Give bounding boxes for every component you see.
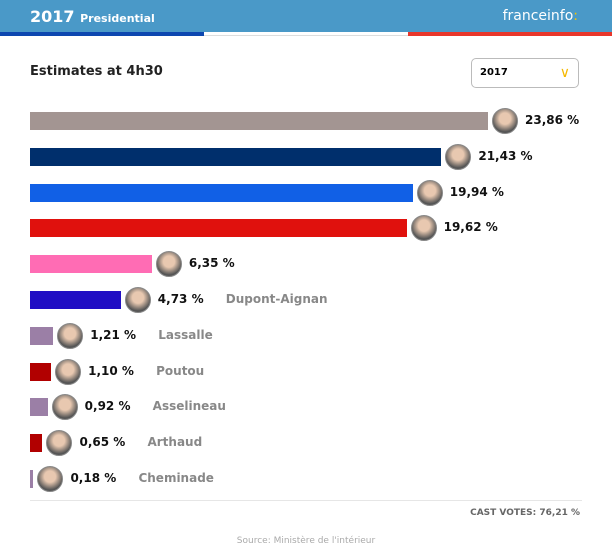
value-label: 23,86 %	[525, 113, 580, 127]
value-label: 0,92 %	[84, 399, 131, 414]
candidate-name: Lassalle	[158, 327, 213, 342]
bar[interactable]	[30, 362, 52, 381]
candidate-name: Asselineau	[152, 399, 226, 414]
tricolor-blue	[0, 32, 204, 36]
value-label: 1,10 %	[88, 363, 134, 378]
value-label: 4,73 %	[157, 292, 204, 306]
candidate-avatar	[55, 358, 82, 385]
candidate-avatar	[416, 179, 443, 206]
bar[interactable]	[30, 255, 152, 274]
bar[interactable]	[30, 112, 488, 130]
bar[interactable]	[30, 291, 121, 309]
candidate-name: Poutou	[156, 363, 205, 378]
franceinfo-logo[interactable]: franceinfo:	[502, 8, 578, 24]
page-title: 2017 Presidential	[30, 7, 155, 26]
value-label: 19,62 %	[443, 220, 498, 235]
estimates-heading: Estimates at 4h30	[30, 64, 163, 79]
value-label: 0,65 %	[79, 435, 126, 450]
candidate-avatar	[410, 215, 437, 242]
header-bar: 2017 Presidential franceinfo:	[0, 0, 612, 32]
year-select-value: 2017	[480, 67, 508, 78]
bar[interactable]	[30, 183, 413, 202]
value-label: 0,18 %	[70, 471, 117, 485]
candidate-name: Dupont-Aignan	[225, 292, 328, 306]
bar[interactable]	[30, 470, 34, 488]
candidate-avatar	[124, 287, 151, 313]
candidate-avatar	[37, 466, 64, 492]
candidate-avatar	[46, 430, 73, 457]
candidate-avatar	[57, 322, 84, 349]
value-label: 1,21 %	[90, 327, 137, 342]
candidate-name: Arthaud	[147, 435, 203, 450]
bar[interactable]	[30, 326, 54, 345]
tricolor-white	[204, 32, 408, 36]
candidate-avatar	[445, 143, 472, 170]
value-label: 6,35 %	[188, 256, 235, 271]
cast-votes: CAST VOTES: 76,21 %	[470, 508, 580, 518]
candidate-name: Cheminade	[138, 471, 214, 485]
bar[interactable]	[30, 398, 48, 417]
tricolor-red	[408, 32, 612, 36]
chevron-down-icon: ∨	[559, 65, 570, 81]
divider	[30, 500, 582, 501]
year-select[interactable]: 2017 ∨	[471, 58, 579, 88]
value-label: 21,43 %	[478, 148, 533, 163]
bar[interactable]	[30, 219, 407, 238]
candidate-avatar	[492, 108, 518, 134]
value-label: 19,94 %	[449, 184, 504, 199]
candidate-avatar	[51, 394, 78, 421]
candidate-avatar	[155, 251, 182, 278]
source-note: Source: Ministère de l'intérieur	[236, 536, 376, 546]
bar[interactable]	[30, 147, 442, 166]
bar[interactable]	[30, 434, 43, 453]
